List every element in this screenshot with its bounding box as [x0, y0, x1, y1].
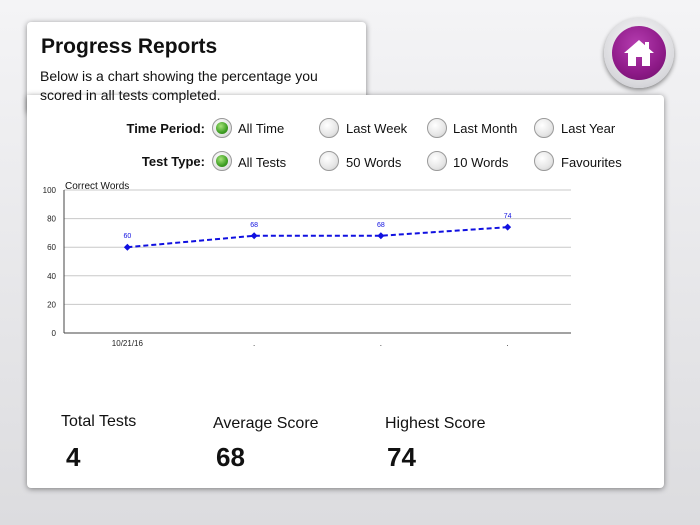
y-tick-label: 40 — [47, 272, 56, 281]
radio-all-time[interactable] — [212, 118, 232, 138]
y-tick-label: 0 — [52, 329, 57, 338]
page-description: Below is a chart showing the percentage … — [40, 68, 318, 103]
y-axis-label: Correct Words — [65, 181, 129, 192]
x-tick-label: 10/21/16 — [112, 339, 144, 348]
data-point — [377, 232, 385, 240]
y-tick-label: 20 — [47, 300, 56, 309]
data-label: 60 — [123, 233, 131, 240]
option-10-words-label: 10 Words — [453, 155, 509, 170]
data-label: 68 — [377, 222, 385, 229]
series-line — [127, 226, 508, 249]
total-tests-value: 4 — [66, 442, 81, 472]
data-point — [123, 243, 131, 251]
test-type-label: Test Type: — [141, 154, 205, 169]
radio-all-tests[interactable] — [212, 151, 232, 171]
card-join — [27, 95, 366, 115]
radio-10-words[interactable] — [427, 151, 447, 171]
report-card — [27, 95, 664, 488]
radio-last-month[interactable] — [427, 118, 447, 138]
option-last-month-label: Last Month — [453, 121, 518, 136]
page-title: Progress Reports — [41, 35, 218, 58]
average-score-value: 68 — [216, 442, 245, 472]
home-button[interactable] — [604, 18, 674, 88]
y-tick-label: 80 — [47, 215, 56, 224]
option-favourites-label: Favourites — [561, 155, 622, 170]
home-button-face[interactable] — [612, 26, 666, 80]
total-tests-label: Total Tests — [61, 413, 137, 430]
data-point — [504, 223, 512, 231]
x-tick-label: . — [380, 339, 382, 348]
y-tick-label: 100 — [43, 186, 57, 195]
option-50-words-label: 50 Words — [346, 155, 402, 170]
data-point — [250, 232, 258, 240]
x-tick-label: . — [253, 339, 255, 348]
option-all-tests-label: All Tests — [238, 155, 287, 170]
data-label: 68 — [250, 222, 258, 229]
radio-last-year[interactable] — [534, 118, 554, 138]
highest-score-value: 74 — [387, 442, 416, 472]
radio-50-words[interactable] — [319, 151, 339, 171]
highest-score-label: Highest Score — [385, 415, 486, 432]
y-tick-label: 60 — [47, 243, 56, 252]
option-last-year-label: Last Year — [561, 121, 616, 136]
progress-chart: 0 20 40 60 80 100 Correct Words 10/21/16.. . 60 68… — [43, 181, 571, 348]
x-tick-label: . — [507, 339, 509, 348]
data-label: 74 — [504, 213, 512, 220]
radio-last-week[interactable] — [319, 118, 339, 138]
time-period-label: Time Period: — [126, 121, 205, 136]
radio-favourites[interactable] — [534, 151, 554, 171]
average-score-label: Average Score — [213, 415, 319, 432]
home-icon — [624, 40, 654, 66]
option-last-week-label: Last Week — [346, 121, 408, 136]
option-all-time-label: All Time — [238, 121, 285, 136]
